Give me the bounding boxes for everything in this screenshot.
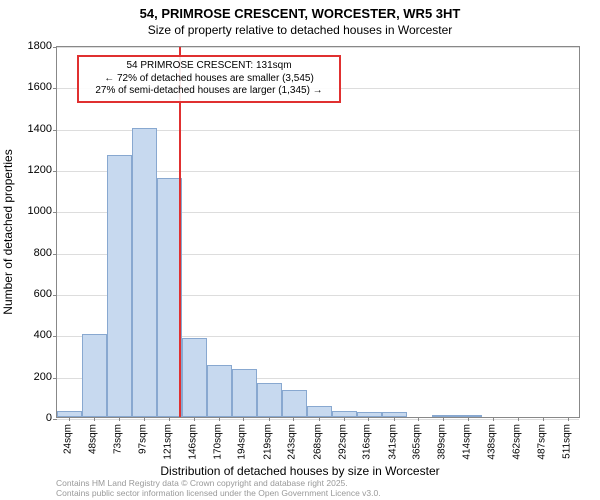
xtick-label: 121sqm [162, 424, 173, 460]
grid-line [57, 419, 579, 420]
xtick-mark [243, 417, 244, 421]
ytick-label: 400 [12, 329, 52, 341]
xtick-mark [169, 417, 170, 421]
chart-title: 54, PRIMROSE CRESCENT, WORCESTER, WR5 3H… [0, 0, 600, 23]
histogram-bar [357, 412, 382, 417]
ytick-mark [53, 336, 57, 337]
ytick-label: 200 [12, 371, 52, 383]
xtick-mark [493, 417, 494, 421]
footer-line2: Contains public sector information licen… [56, 488, 381, 498]
xtick-mark [94, 417, 95, 421]
xtick-label: 438sqm [486, 424, 497, 460]
grid-line [57, 47, 579, 48]
histogram-bar [232, 369, 257, 417]
xtick-mark [194, 417, 195, 421]
ytick-mark [53, 254, 57, 255]
xtick-mark [219, 417, 220, 421]
xtick-label: 341sqm [387, 424, 398, 460]
ytick-label: 1800 [12, 40, 52, 52]
xtick-mark [69, 417, 70, 421]
xtick-label: 268sqm [313, 424, 324, 460]
xtick-label: 194sqm [237, 424, 248, 460]
ytick-mark [53, 130, 57, 131]
histogram-bar [207, 365, 232, 417]
footer-text: Contains HM Land Registry data © Crown c… [56, 478, 381, 498]
xtick-label: 73sqm [113, 424, 124, 454]
annotation-box: 54 PRIMROSE CRESCENT: 131sqm ← 72% of de… [77, 55, 341, 103]
plot-area: 54 PRIMROSE CRESCENT: 131sqm ← 72% of de… [56, 46, 580, 418]
ytick-label: 1000 [12, 205, 52, 217]
xtick-mark [418, 417, 419, 421]
histogram-bar [432, 415, 457, 417]
ytick-label: 600 [12, 288, 52, 300]
ytick-mark [53, 171, 57, 172]
xtick-label: 414sqm [462, 424, 473, 460]
xtick-label: 487sqm [537, 424, 548, 460]
xtick-mark [443, 417, 444, 421]
xtick-label: 146sqm [188, 424, 199, 460]
xtick-mark [319, 417, 320, 421]
histogram-bar [282, 390, 307, 417]
xtick-label: 462sqm [511, 424, 522, 460]
ytick-label: 1200 [12, 164, 52, 176]
xtick-mark [144, 417, 145, 421]
ytick-label: 1400 [12, 123, 52, 135]
reference-line [179, 47, 181, 417]
xtick-mark [394, 417, 395, 421]
xtick-label: 97sqm [137, 424, 148, 454]
xtick-label: 24sqm [63, 424, 74, 454]
xtick-mark [568, 417, 569, 421]
histogram-bar [82, 334, 107, 417]
ytick-mark [53, 212, 57, 213]
ytick-mark [53, 295, 57, 296]
ytick-mark [53, 88, 57, 89]
histogram-bar [257, 383, 282, 417]
xtick-mark [293, 417, 294, 421]
xtick-mark [368, 417, 369, 421]
ytick-mark [53, 47, 57, 48]
xtick-label: 511sqm [561, 424, 572, 459]
annotation-line3: 27% of semi-detached houses are larger (… [85, 85, 333, 98]
chart-subtitle: Size of property relative to detached ho… [0, 23, 600, 37]
xtick-mark [119, 417, 120, 421]
xtick-mark [468, 417, 469, 421]
xtick-label: 170sqm [212, 424, 223, 460]
xtick-mark [344, 417, 345, 421]
ytick-mark [53, 419, 57, 420]
ytick-label: 0 [12, 412, 52, 424]
footer-line1: Contains HM Land Registry data © Crown c… [56, 478, 381, 488]
histogram-bar [107, 155, 132, 417]
xtick-mark [518, 417, 519, 421]
ytick-label: 800 [12, 247, 52, 259]
xtick-label: 219sqm [262, 424, 273, 460]
xtick-label: 48sqm [87, 424, 98, 454]
xtick-label: 292sqm [337, 424, 348, 460]
x-axis-label: Distribution of detached houses by size … [0, 464, 600, 478]
xtick-label: 316sqm [362, 424, 373, 460]
ytick-mark [53, 378, 57, 379]
xtick-mark [543, 417, 544, 421]
histogram-bar [307, 406, 332, 417]
xtick-label: 365sqm [412, 424, 423, 460]
annotation-line2: ← 72% of detached houses are smaller (3,… [85, 73, 333, 86]
histogram-bar [132, 128, 157, 417]
annotation-line1: 54 PRIMROSE CRESCENT: 131sqm [85, 60, 333, 73]
xtick-mark [269, 417, 270, 421]
xtick-label: 389sqm [436, 424, 447, 460]
ytick-label: 1600 [12, 81, 52, 93]
histogram-bar [182, 338, 207, 417]
xtick-label: 243sqm [287, 424, 298, 460]
